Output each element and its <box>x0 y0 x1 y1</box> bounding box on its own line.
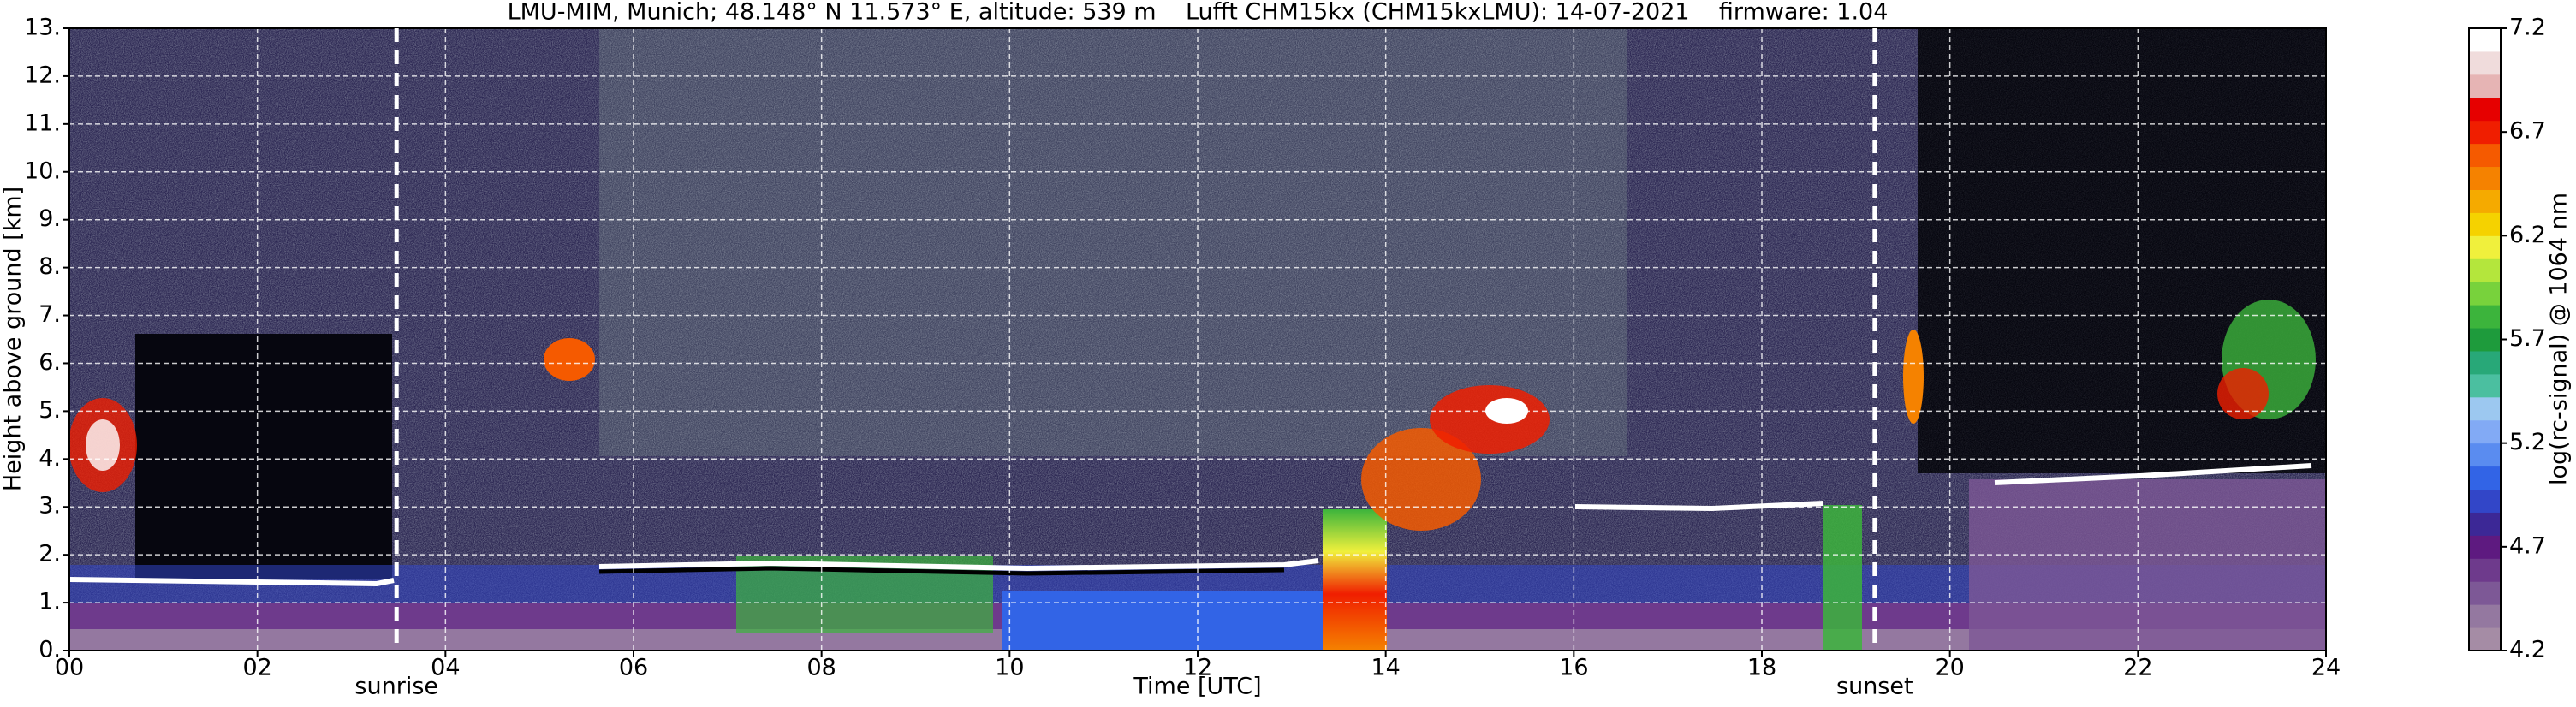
colorbar-segment <box>2469 443 2501 467</box>
colorbar-segment <box>2469 50 2501 75</box>
x-tick-label: 16 <box>1559 655 1588 681</box>
colorbar-segment <box>2469 558 2501 582</box>
colorbar-segment <box>2469 466 2501 490</box>
x-tick-label: 18 <box>1747 655 1776 681</box>
x-tick-label: 08 <box>806 655 836 681</box>
colorbar-segment <box>2469 604 2501 628</box>
x-tick-label: 20 <box>1935 655 1964 681</box>
y-tick-label: 0. <box>39 637 61 663</box>
x-tick-label: 02 <box>242 655 271 681</box>
colorbar-tick-label: 6.7 <box>2509 118 2546 145</box>
x-tick-label: 12 <box>1183 655 1212 681</box>
colorbar-segment <box>2469 535 2501 559</box>
y-tick-label: 1. <box>39 589 61 615</box>
colorbar-segment <box>2469 282 2501 306</box>
x-tick-label: 06 <box>619 655 648 681</box>
x-axis-label: Time [UTC] <box>1133 674 1261 700</box>
y-tick-label: 3. <box>39 493 61 520</box>
colorbar-segment <box>2469 305 2501 329</box>
colorbar-label: log(rc-signal) @ 1064 nm <box>2546 193 2573 485</box>
colorbar-segment <box>2469 419 2501 444</box>
y-tick-label: 12. <box>24 62 61 88</box>
y-tick-label: 5. <box>39 397 61 424</box>
y-tick-label: 10. <box>24 157 61 184</box>
x-tick-label: 04 <box>431 655 460 681</box>
x-tick-label: 22 <box>2123 655 2152 681</box>
x-tick-label: 00 <box>55 655 84 681</box>
y-axis-label: Height above ground [km] <box>0 187 27 491</box>
colorbar-tick-label: 5.2 <box>2509 429 2546 455</box>
y-tick-label: 11. <box>24 110 61 136</box>
x-tick-label: 14 <box>1371 655 1400 681</box>
colorbar-segment <box>2469 166 2501 190</box>
colorbar-tick-label: 4.2 <box>2509 637 2546 663</box>
colorbar-segment <box>2469 212 2501 236</box>
colorbar-segment <box>2469 120 2501 145</box>
colorbar-segment <box>2469 396 2501 421</box>
annotation-label: sunrise <box>354 674 438 700</box>
y-tick-label: 6. <box>39 349 61 376</box>
colorbar-tick-label: 7.2 <box>2509 15 2546 41</box>
x-tick-label: 24 <box>2311 655 2341 681</box>
y-tick-label: 4. <box>39 445 61 472</box>
colorbar-segment <box>2469 328 2501 352</box>
colorbar-tick-label: 5.7 <box>2509 325 2546 352</box>
colorbar-segment <box>2469 627 2501 651</box>
colorbar-segment <box>2469 350 2501 375</box>
colorbar-segment <box>2469 97 2501 122</box>
y-tick-label: 9. <box>39 205 61 232</box>
y-tick-label: 7. <box>39 301 61 328</box>
colorbar-segment <box>2469 74 2501 98</box>
y-tick-label: 2. <box>39 541 61 567</box>
colorbar-segment <box>2469 235 2501 259</box>
annotation-label: sunset <box>1836 674 1913 700</box>
colorbar-tick-label: 4.7 <box>2509 532 2546 559</box>
y-tick-label: 8. <box>39 253 61 280</box>
colorbar-segment <box>2469 512 2501 536</box>
colorbar-segment <box>2469 189 2501 213</box>
colorbar-segment <box>2469 143 2501 168</box>
colorbar-segment <box>2469 28 2501 52</box>
y-tick-label: 13. <box>24 15 61 41</box>
chart-title: LMU-MIM, Munich; 48.148° N 11.573° E, al… <box>508 0 1889 26</box>
x-tick-label: 10 <box>995 655 1024 681</box>
colorbar-segment <box>2469 581 2501 605</box>
colorbar-tick-label: 6.2 <box>2509 222 2546 248</box>
colorbar-segment <box>2469 258 2501 282</box>
colorbar-segment <box>2469 489 2501 513</box>
colorbar-segment <box>2469 373 2501 398</box>
